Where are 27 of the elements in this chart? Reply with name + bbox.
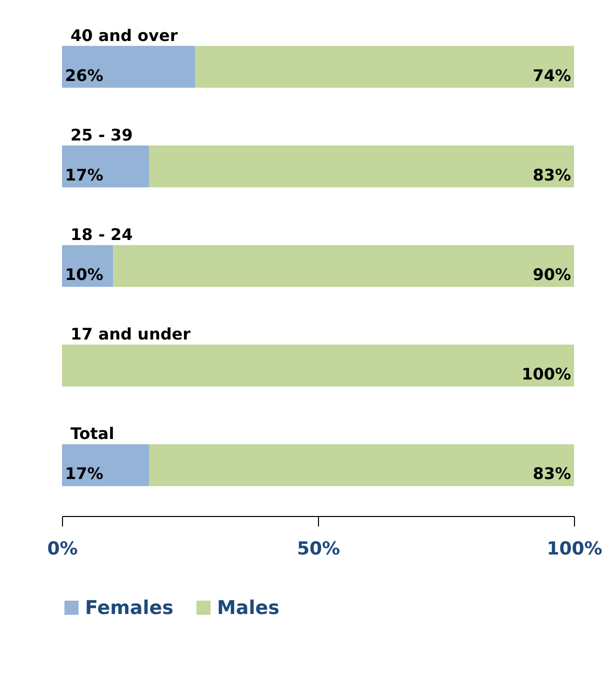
bar: [149, 444, 574, 486]
bar: [195, 46, 574, 88]
data-label: 90%: [532, 265, 571, 284]
y-tick-label: 25 - 39: [70, 125, 133, 144]
bar: [113, 245, 574, 287]
y-tick-label: 18 - 24: [70, 225, 133, 244]
data-label: 74%: [532, 66, 571, 85]
x-tick-label: 0%: [47, 538, 78, 560]
data-label: 10%: [65, 265, 104, 284]
legend-label: Females: [85, 596, 174, 619]
data-label: 17%: [65, 165, 104, 184]
bar: [62, 46, 196, 88]
data-label: 83%: [532, 165, 571, 184]
data-label: 17%: [65, 464, 104, 484]
y-tick-label: Total: [70, 424, 114, 444]
bar: [62, 145, 150, 188]
legend-label: Males: [217, 596, 280, 619]
y-tick-label: 40 and over: [70, 26, 178, 45]
data-label: 83%: [532, 464, 571, 484]
bar: [149, 145, 574, 188]
bar: [62, 444, 150, 486]
data-label: 26%: [65, 66, 104, 85]
data-label: 100%: [522, 364, 571, 384]
x-tick-label: 100%: [546, 538, 602, 560]
x-tick-label: 50%: [296, 538, 340, 560]
y-tick-label: 17 and under: [70, 324, 191, 344]
bar: [62, 344, 574, 387]
